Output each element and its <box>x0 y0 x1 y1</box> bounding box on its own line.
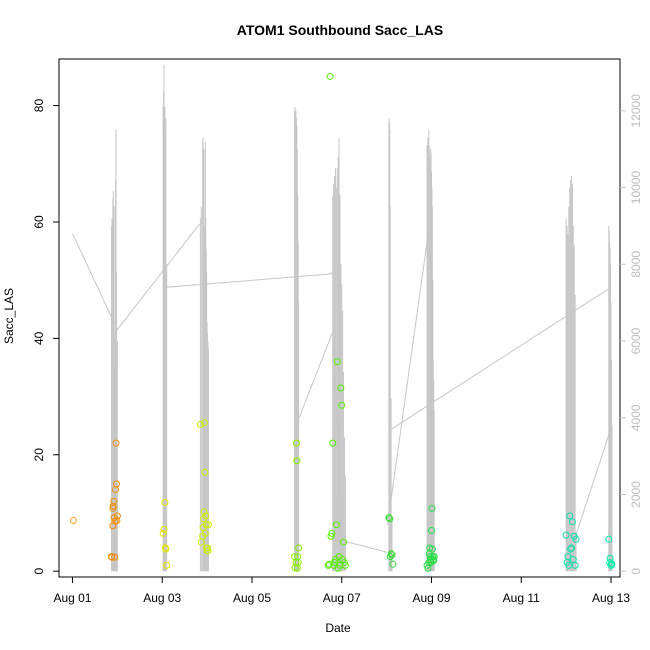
y-tick-label: 80 <box>32 99 46 113</box>
data-point <box>428 504 436 512</box>
y-tick-label: 60 <box>32 215 46 229</box>
x-tick-label: Aug 09 <box>412 591 450 605</box>
y2-tick-label: 12000 <box>629 94 643 128</box>
data-point <box>332 521 340 529</box>
trace-line <box>572 425 613 545</box>
trace-line <box>390 286 612 430</box>
data-point <box>608 560 616 568</box>
data-point <box>328 529 336 537</box>
y-tick-label: 20 <box>32 448 46 462</box>
y-tick-label: 40 <box>32 331 46 345</box>
x-axis-label: Date <box>325 621 351 635</box>
data-point <box>161 499 169 507</box>
y-axis: 0 20 40 60 80 <box>32 99 59 575</box>
data-point <box>201 468 209 476</box>
trace-line <box>72 221 203 331</box>
data-point <box>568 518 576 526</box>
x-axis: Aug 01 Aug 03 Aug 05 Aug 07 Aug 09 Aug 11 Aug … <box>53 576 630 605</box>
data-point <box>341 561 349 569</box>
data-point <box>292 439 300 447</box>
data-point <box>386 553 394 561</box>
data-point <box>389 560 397 568</box>
y-axis-label: Sacc_LAS <box>2 288 16 344</box>
data-point <box>201 529 209 537</box>
data-point <box>329 439 337 447</box>
data-point <box>324 561 332 569</box>
data-point <box>568 544 576 552</box>
chart-title: ATOM1 Southbound Sacc_LAS <box>237 22 443 38</box>
data-point <box>200 508 208 516</box>
data-point <box>111 553 119 561</box>
y2-tick-label: 4000 <box>629 404 643 431</box>
data-point <box>337 384 345 392</box>
data-point <box>340 558 348 566</box>
y2-tick-label: 8000 <box>629 251 643 278</box>
data-point <box>202 512 210 520</box>
data-point <box>163 561 171 569</box>
data-point <box>340 538 348 546</box>
data-point <box>112 480 120 488</box>
data-point <box>204 521 212 529</box>
data-point <box>338 401 346 409</box>
secondary-trace <box>72 64 613 572</box>
data-point <box>572 535 580 543</box>
data-point <box>162 545 170 553</box>
data-point <box>327 532 335 540</box>
y2-axis: 0 2000 4000 6000 8000 10000 12000 <box>620 94 643 575</box>
data-point <box>385 514 393 522</box>
x-tick-label: Aug 13 <box>592 591 630 605</box>
data-point <box>567 545 575 553</box>
y2-tick-label: 10000 <box>629 171 643 205</box>
x-tick-label: Aug 01 <box>53 591 91 605</box>
data-point <box>200 419 208 427</box>
data-point <box>430 553 438 561</box>
data-point <box>113 517 121 525</box>
data-point <box>112 439 120 447</box>
data-point <box>110 497 118 505</box>
data-point <box>202 521 210 529</box>
y-tick-label: 0 <box>32 568 46 575</box>
data-point <box>388 551 396 559</box>
data-point <box>108 553 116 561</box>
data-point <box>204 547 212 555</box>
trace-line <box>162 110 333 288</box>
data-point <box>387 550 395 558</box>
x-tick-label: Aug 07 <box>323 591 361 605</box>
data-point <box>331 558 339 566</box>
y2-tick-label: 0 <box>629 568 643 575</box>
data-point <box>430 557 438 565</box>
x-tick-label: Aug 05 <box>233 591 271 605</box>
data-point <box>293 457 301 465</box>
data-point <box>333 358 341 366</box>
data-point <box>294 558 302 566</box>
trace-line <box>387 221 432 526</box>
y2-tick-label: 2000 <box>629 481 643 508</box>
trace-line <box>298 329 387 553</box>
data-point <box>69 517 77 525</box>
data-point <box>113 512 121 520</box>
data-point <box>571 561 579 569</box>
data-point <box>204 544 212 552</box>
data-points <box>69 72 616 572</box>
data-point <box>196 421 204 429</box>
data-point <box>564 553 572 561</box>
x-tick-label: Aug 11 <box>503 591 540 605</box>
data-point <box>428 545 436 553</box>
data-point <box>295 544 303 552</box>
x-tick-label: Aug 03 <box>143 591 181 605</box>
data-point <box>562 531 570 539</box>
y2-tick-label: 6000 <box>629 327 643 354</box>
data-point <box>605 535 613 543</box>
data-point <box>109 502 117 510</box>
data-point <box>386 515 394 523</box>
data-point <box>428 526 436 534</box>
data-point <box>326 72 334 80</box>
data-point <box>566 512 574 520</box>
data-point <box>159 529 167 537</box>
data-point <box>160 525 168 533</box>
